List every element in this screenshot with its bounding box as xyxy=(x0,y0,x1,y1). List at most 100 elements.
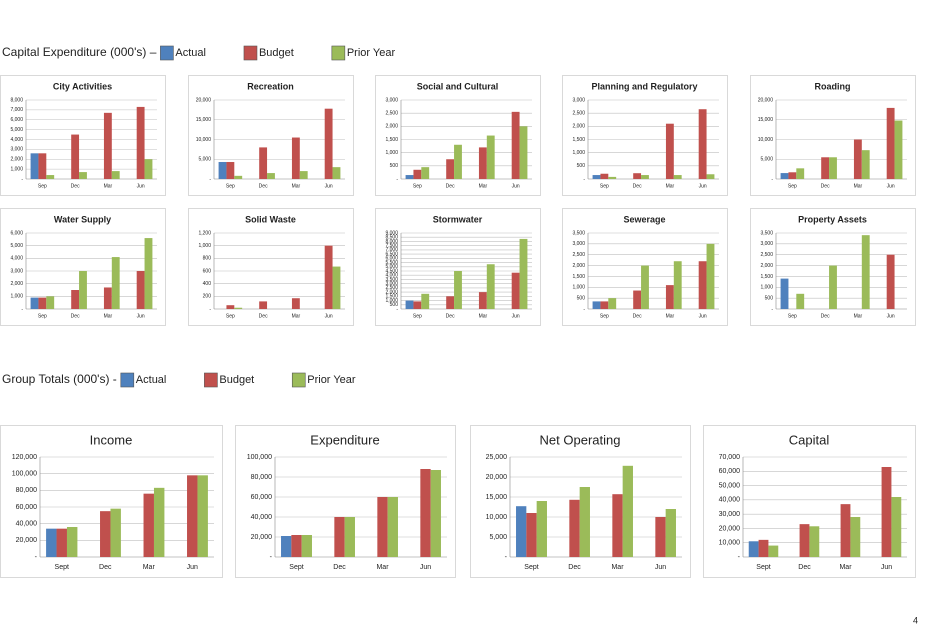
x-tick-label: Dec xyxy=(99,564,112,571)
bar xyxy=(324,108,333,179)
y-tick-label: 40,000 xyxy=(16,521,38,528)
bar xyxy=(226,305,235,309)
bar xyxy=(413,169,422,179)
y-tick-label: 20,000 xyxy=(758,97,774,103)
y-tick-label: 1,000 xyxy=(760,285,773,291)
y-tick-label: 500 xyxy=(577,163,586,169)
y-tick-label: - xyxy=(35,554,38,561)
y-tick-label: 5,000 xyxy=(10,127,23,133)
x-tick-label: Mar xyxy=(143,564,156,571)
y-tick-label: 60,000 xyxy=(16,504,38,511)
x-tick-label: Jun xyxy=(881,564,892,571)
bar xyxy=(30,153,39,179)
legend-label: Actual xyxy=(175,47,206,59)
bar xyxy=(526,513,537,557)
bar xyxy=(291,535,302,557)
legend-swatch xyxy=(120,372,135,388)
y-tick-label: 1,000 xyxy=(572,285,585,291)
bar xyxy=(519,238,528,309)
y-tick-label: 100,000 xyxy=(12,471,37,478)
x-tick-label: Dec xyxy=(71,183,80,189)
y-tick-label: 10,000 xyxy=(758,137,774,143)
y-tick-label: 1,000 xyxy=(10,294,23,300)
y-tick-label: 1,200 xyxy=(198,230,211,236)
bar xyxy=(46,296,55,309)
y-tick-label: 3,000 xyxy=(10,268,23,274)
bar xyxy=(56,528,67,557)
y-tick-label: 7,500 xyxy=(385,243,398,249)
x-tick-label: Dec xyxy=(446,183,455,189)
bar xyxy=(299,171,308,179)
bar xyxy=(46,175,55,179)
bar xyxy=(136,106,145,179)
x-tick-label: Dec xyxy=(259,183,268,189)
y-tick-label: 1,000 xyxy=(198,243,211,249)
y-tick-label: 4,000 xyxy=(10,256,23,262)
y-tick-label: 6,500 xyxy=(385,251,398,257)
bar xyxy=(608,176,617,179)
bar xyxy=(79,271,87,309)
y-tick-label: 2,000 xyxy=(572,263,585,269)
y-tick-label: 20,000 xyxy=(196,97,212,103)
y-tick-label: - xyxy=(505,554,508,561)
y-tick-label: 2,500 xyxy=(385,110,398,116)
y-tick-label: 2,000 xyxy=(10,157,23,163)
y-tick-label: 6,000 xyxy=(10,230,23,236)
x-tick-label: Sep xyxy=(600,313,609,319)
bar xyxy=(334,517,345,557)
bar xyxy=(706,174,715,179)
bar xyxy=(478,147,487,179)
y-tick-label: 2,000 xyxy=(385,289,398,295)
bar xyxy=(853,139,862,179)
y-tick-label: 10,000 xyxy=(719,540,741,547)
bar xyxy=(259,147,268,179)
bar xyxy=(536,501,547,557)
y-tick-label: 600 xyxy=(203,268,212,274)
bar xyxy=(829,157,837,179)
bar xyxy=(516,506,527,557)
bar xyxy=(301,535,312,557)
y-tick-label: 10,000 xyxy=(486,514,508,521)
y-tick-label: 1,000 xyxy=(385,298,398,304)
y-tick-label: 6,000 xyxy=(10,117,23,123)
y-tick-label: 15,000 xyxy=(196,117,212,123)
bar xyxy=(332,266,341,309)
chart-title: Planning and Regulatory xyxy=(591,81,697,91)
y-tick-label: 25,000 xyxy=(486,454,508,461)
x-tick-label: Mar xyxy=(611,564,624,571)
y-tick-label: 80,000 xyxy=(16,487,38,494)
bar xyxy=(608,298,617,309)
bar xyxy=(799,524,810,557)
bar xyxy=(153,487,165,557)
bar xyxy=(665,123,674,179)
bar xyxy=(780,173,789,179)
bar xyxy=(486,264,495,309)
bar xyxy=(446,296,455,309)
x-tick-label: Mar xyxy=(666,183,675,189)
bar xyxy=(633,290,642,309)
legend-swatch xyxy=(331,45,346,61)
y-tick-label: 7,000 xyxy=(385,247,398,253)
bar xyxy=(79,172,87,179)
x-tick-label: Jun xyxy=(420,564,431,571)
x-tick-label: Mar xyxy=(376,564,389,571)
y-tick-label: 500 xyxy=(577,295,586,301)
y-tick-label: 3,000 xyxy=(572,241,585,247)
y-tick-label: 2,500 xyxy=(572,110,585,116)
x-tick-label: Jun xyxy=(655,564,666,571)
x-tick-label: Dec xyxy=(798,564,811,571)
x-tick-label: Dec xyxy=(821,183,830,189)
bar xyxy=(100,511,111,557)
section-title: Capital Expenditure (000's) – xyxy=(2,45,157,59)
bar xyxy=(829,265,837,309)
bar xyxy=(71,290,80,309)
bar xyxy=(600,301,609,309)
bar xyxy=(758,539,769,557)
y-tick-label: 1,500 xyxy=(572,137,585,143)
y-tick-label: 3,000 xyxy=(385,97,398,103)
y-tick-label: 70,000 xyxy=(719,454,741,461)
y-tick-label: 20,000 xyxy=(251,534,273,541)
x-tick-label: Jun xyxy=(325,313,333,319)
y-tick-label: - xyxy=(771,306,773,312)
